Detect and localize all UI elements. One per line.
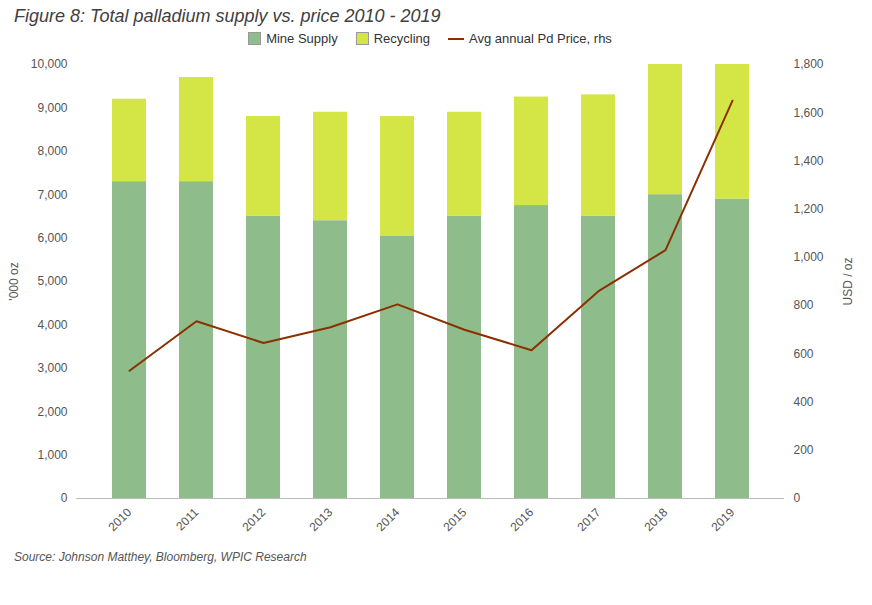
svg-text:10,000: 10,000	[31, 57, 68, 71]
svg-text:6,000: 6,000	[37, 231, 67, 245]
svg-text:200: 200	[794, 443, 814, 457]
svg-text:1,600: 1,600	[794, 106, 824, 120]
svg-text:2012: 2012	[240, 505, 269, 534]
svg-text:3,000: 3,000	[37, 361, 67, 375]
svg-text:8,000: 8,000	[37, 144, 67, 158]
html-text:Avg annual Pd Price, rhs: Avg annual Pd Price, rhs	[469, 31, 612, 46]
svg-text:2013: 2013	[307, 505, 336, 534]
svg-text:400: 400	[794, 395, 814, 409]
html-text:Mine Supply: Mine Supply	[266, 31, 338, 46]
svg-text:2018: 2018	[642, 505, 671, 534]
svg-text:4,000: 4,000	[37, 318, 67, 332]
svg-text:5,000: 5,000	[37, 274, 67, 288]
svg-text:1,000: 1,000	[37, 448, 67, 462]
svg-text:2,000: 2,000	[37, 405, 67, 419]
html-text:Recycling: Recycling	[373, 31, 430, 46]
svg-text:1,000: 1,000	[794, 250, 824, 264]
svg-text:2014: 2014	[374, 505, 403, 534]
svg-text:2017: 2017	[575, 505, 604, 534]
svg-text:2015: 2015	[441, 505, 470, 534]
svg-text:1,400: 1,400	[794, 154, 824, 168]
svg-text:2019: 2019	[709, 505, 738, 534]
html-text:Figure 8: Total palladium supp: Figure 8: Total palladium supply vs. pri…	[14, 6, 441, 26]
html-text:Source: Johnson Matthey, Bloom: Source: Johnson Matthey, Bloomberg, WPIC…	[14, 550, 307, 564]
svg-text:2016: 2016	[508, 505, 537, 534]
svg-text:800: 800	[794, 298, 814, 312]
svg-text:1,200: 1,200	[794, 202, 824, 216]
svg-text:7,000: 7,000	[37, 188, 67, 202]
svg-text:USD / oz: USD / oz	[841, 257, 855, 305]
svg-text:0: 0	[794, 491, 801, 505]
svg-text:9,000: 9,000	[37, 101, 67, 115]
svg-text:2010: 2010	[106, 505, 135, 534]
svg-text:'000 oz: '000 oz	[7, 262, 21, 300]
svg-text:2011: 2011	[173, 505, 201, 533]
svg-text:0: 0	[61, 491, 68, 505]
svg-text:600: 600	[794, 347, 814, 361]
svg-text:1,800: 1,800	[794, 57, 824, 71]
